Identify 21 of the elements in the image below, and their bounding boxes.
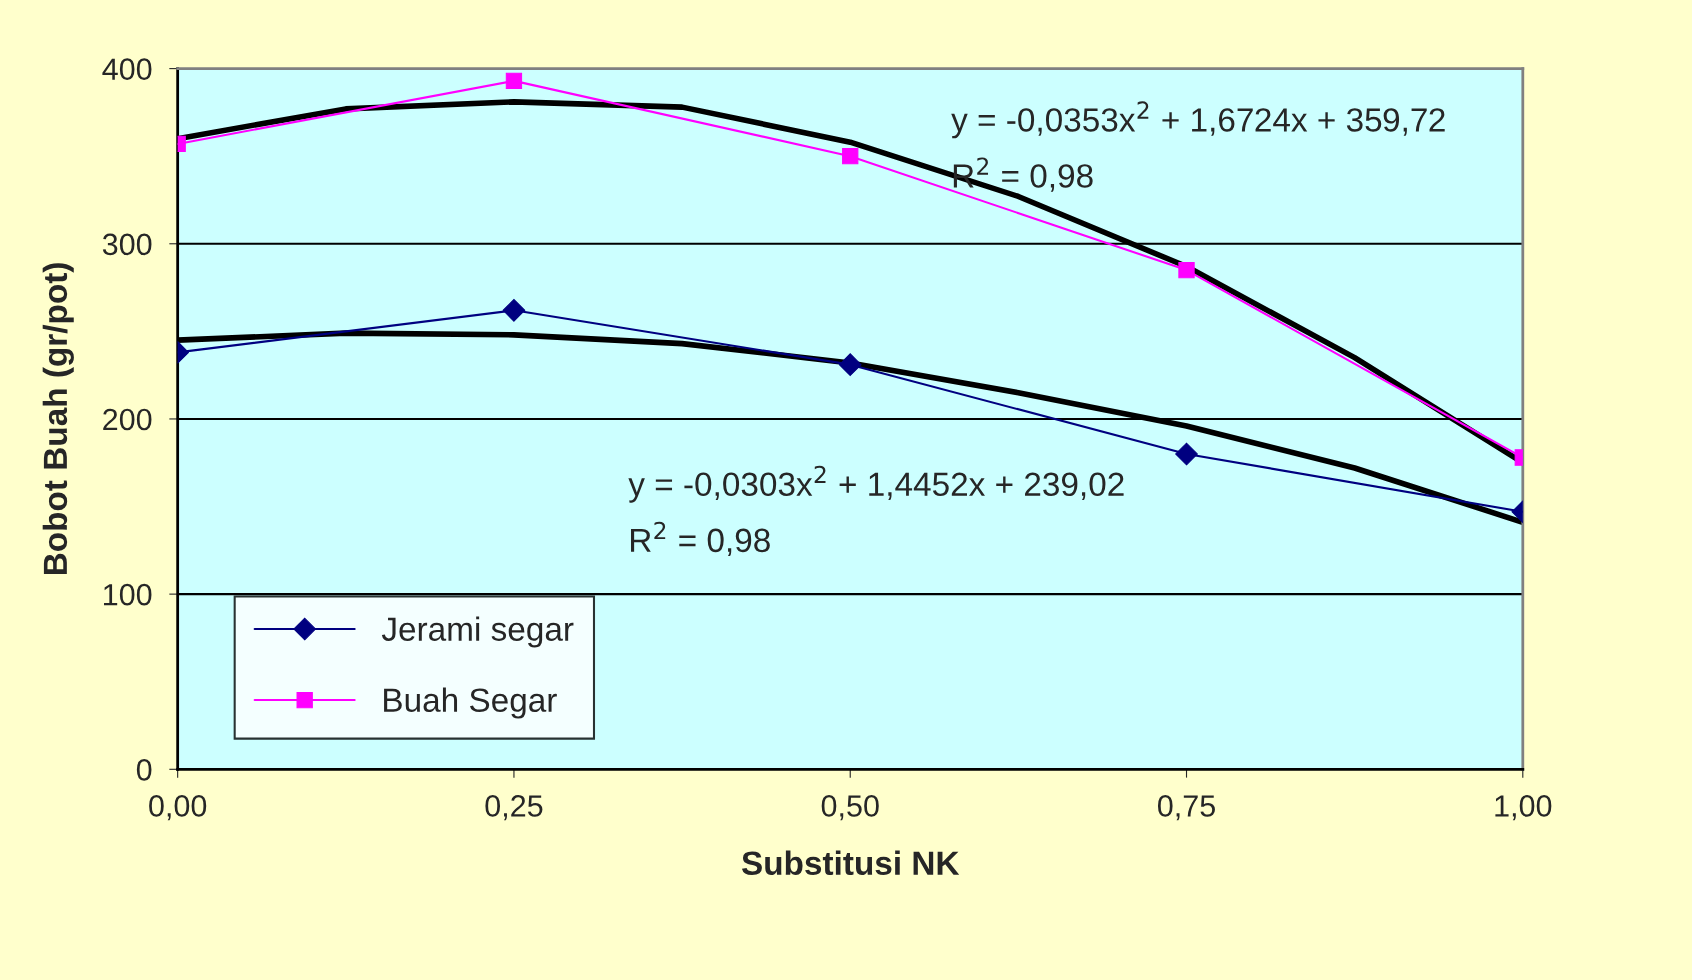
x-tick-label: 0,50: [821, 795, 879, 821]
legend-label: Buah Segar: [384, 687, 557, 719]
y-tick-label: 0: [136, 759, 152, 781]
x-tick-label: 0,00: [149, 795, 207, 821]
x-axis-title: Substitusi NK: [741, 850, 960, 876]
point: [838, 353, 862, 376]
y-axis-title: Bobot Buah (gr/pot): [42, 263, 74, 575]
y-tick-label: 400: [102, 58, 152, 80]
point: [842, 148, 859, 165]
y-tick-label: 100: [104, 583, 152, 606]
legend-label: Jerami segar: [381, 616, 574, 648]
annotation: R$^{2}$ = 0,98: [631, 521, 770, 557]
y-tick-label: 200: [103, 408, 152, 431]
point: [505, 72, 523, 90]
point: [502, 299, 526, 322]
x-tick-label: 0,25: [485, 795, 543, 821]
annotation: y = -0,0303x$^{2}$ + 1,4452x + 239,02: [628, 465, 1124, 503]
y-tick-label: 300: [102, 233, 152, 256]
x-tick-label: 0,75: [1157, 795, 1215, 821]
x-tick-label: 1,00: [1495, 795, 1552, 821]
annotation: y = -0,0353x$^{2}$ + 1,6724x + 359,72: [951, 101, 1445, 139]
